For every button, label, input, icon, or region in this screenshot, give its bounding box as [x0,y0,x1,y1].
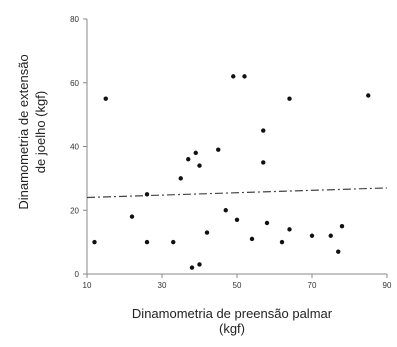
data-point [193,150,198,156]
data-point [103,96,108,101]
data-point [242,74,247,79]
data-point [261,128,266,133]
data-point [328,233,333,238]
data-point [189,265,195,270]
trendline-layer [86,187,388,199]
x-axis-title: Dinamometria de preensão palmar [132,306,333,321]
data-point [234,217,240,223]
data-point [231,74,236,79]
data-point [261,160,266,165]
data-point [197,163,202,168]
data-point [197,262,202,267]
y-tick-label: 60 [70,79,79,88]
data-point [129,214,135,219]
y-tick-label: 40 [70,143,79,152]
data-points [92,74,371,270]
x-axis-unit: (kgf) [219,321,245,336]
data-point [339,223,345,229]
axes [83,18,388,278]
data-point [279,239,285,245]
x-tick-label: 50 [233,281,242,290]
data-point [287,96,292,101]
data-point [144,239,150,245]
data-point [366,93,371,98]
data-point [186,157,191,162]
data-point [264,220,270,226]
data-point [249,236,255,242]
data-point [336,249,341,254]
data-point [287,227,292,232]
data-point [144,192,150,197]
x-tick-label: 10 [83,281,92,290]
data-point [223,208,228,213]
y-axis-title: Dinamometria de extensão [16,54,31,209]
data-point [204,230,210,235]
y-tick-label: 20 [70,206,79,215]
x-tick-label: 90 [383,281,392,290]
trendline [86,187,388,199]
x-tick-label: 30 [158,281,167,290]
data-point [178,176,183,181]
y-tick-label: 80 [70,15,79,24]
data-point [171,239,176,245]
data-point [216,147,221,152]
axis-labels: 10 30 50 70 90 0 20 40 60 80 Dinamometria de preen… [16,15,392,336]
y-axis-unit: de joelho (kgf) [33,91,48,173]
x-tick-label: 70 [308,281,317,290]
data-point [309,233,315,238]
y-tick-label: 0 [75,270,80,279]
data-point [92,239,97,245]
